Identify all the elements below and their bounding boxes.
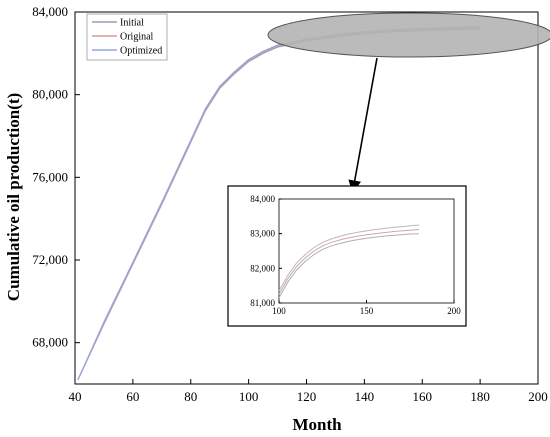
inset-axes: 100 150 200 81,000 82,000 83,000 84,000: [250, 194, 461, 316]
legend-label-optimized: Optimized: [120, 46, 162, 57]
main-x-tick-label: 160: [413, 389, 433, 404]
zoom-arrow: [348, 57, 378, 194]
inset-x-tick-label: 150: [360, 306, 374, 316]
main-x-tick-label: 120: [297, 389, 317, 404]
inset-y-tick-label: 83,000: [250, 229, 275, 239]
main-y-tick-label: 68,000: [32, 335, 68, 350]
main-x-tick-label: 140: [355, 389, 375, 404]
main-y-tick-label: 76,000: [32, 169, 68, 184]
inset-x-tick-label: 100: [272, 306, 286, 316]
main-x-tick-label: 60: [126, 389, 139, 404]
main-y-tick-label: 72,000: [32, 252, 68, 267]
y-axis-title: Cumulative oil production(t): [4, 93, 23, 301]
inset-series-line-1: [278, 229, 420, 295]
inset-series-line-2: [278, 224, 420, 292]
legend-label-initial: Initial: [120, 18, 144, 29]
main-y-tick-label: 80,000: [32, 87, 68, 102]
inset-x-tick-label: 200: [447, 306, 461, 316]
inset-y-tick-label: 81,000: [250, 298, 275, 308]
main-axes: 40 60 80 100 120 140 160 180 200 68,000 72,000 76,0…: [32, 4, 548, 404]
zoom-highlight-ellipse: [267, 12, 550, 58]
inset-y-tick-label: 82,000: [250, 263, 275, 273]
main-x-tick-label: 200: [528, 389, 548, 404]
main-x-tick-label: 40: [69, 389, 82, 404]
legend-label-original: Original: [120, 32, 154, 43]
main-x-tick-label: 180: [470, 389, 490, 404]
inset-series-lines: [278, 224, 420, 299]
legend: Initial Original Optimized: [86, 13, 168, 61]
main-x-tick-label: 80: [184, 389, 197, 404]
inset-series-line-0: [278, 233, 420, 299]
x-axis-title: Month: [292, 415, 342, 434]
inset-y-tick-label: 84,000: [250, 194, 275, 204]
main-y-tick-label: 84,000: [32, 4, 68, 19]
main-x-tick-label: 100: [239, 389, 259, 404]
